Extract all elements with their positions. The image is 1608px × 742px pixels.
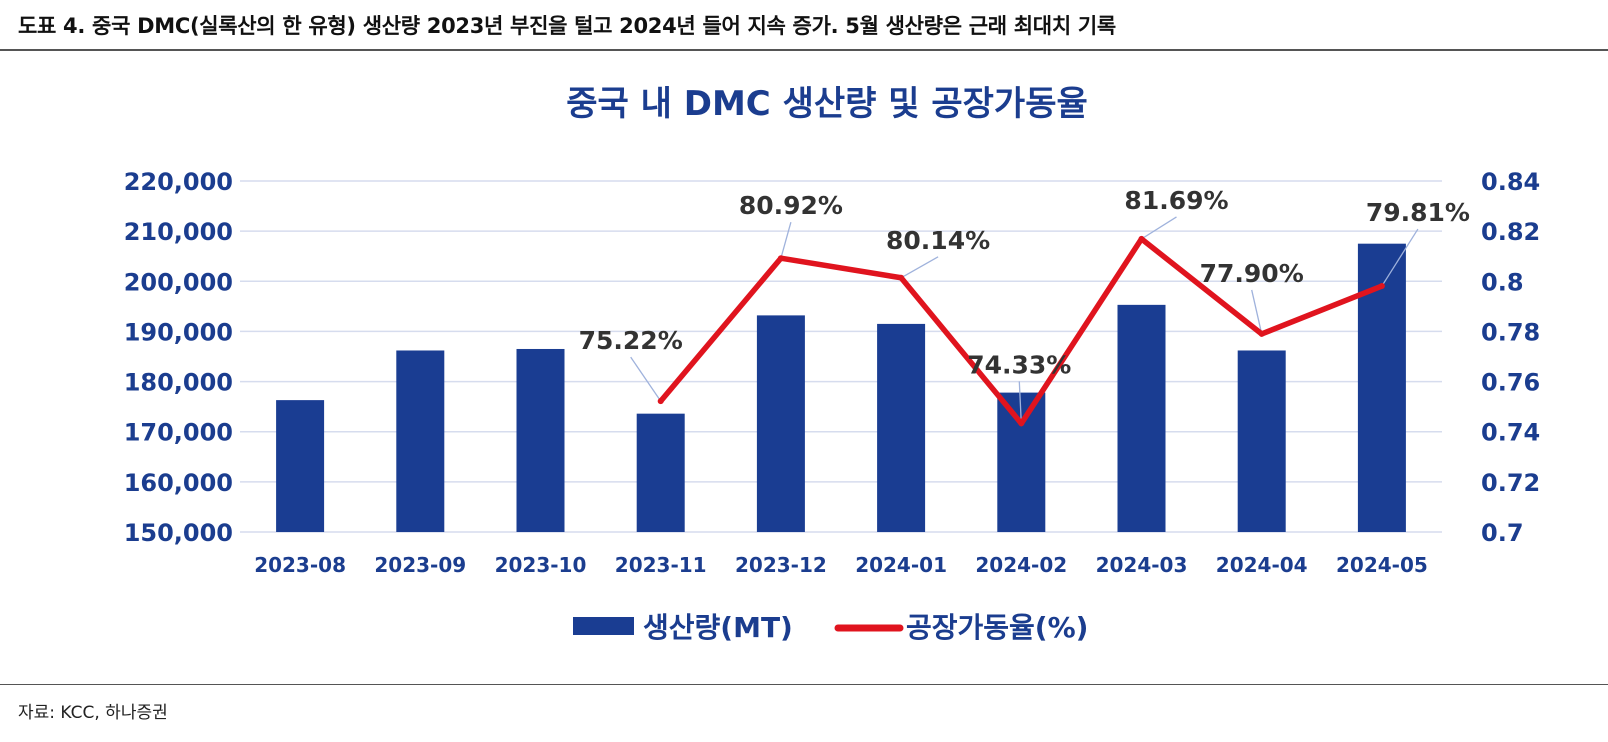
figure-title: 도표 4. 중국 DMC(실록산의 한 유형) 생산량 2023년 부진을 털고… — [18, 14, 1116, 38]
x-tick-label: 2023-10 — [495, 553, 587, 577]
line-series — [657, 235, 1385, 427]
y-left-tick-label: 170,000 — [124, 419, 233, 447]
label-leader-line — [1141, 216, 1177, 240]
y-left-tick-label: 200,000 — [124, 268, 233, 296]
x-tick-label: 2024-05 — [1336, 553, 1428, 577]
chart: 중국 내 DMC 생산량 및 공장가동율 150,000 160,000 170,0… — [124, 84, 1541, 644]
legend-label-line: 공장가동율(%) — [906, 611, 1088, 644]
bar — [516, 348, 565, 532]
line-point — [1018, 420, 1025, 427]
line-data-labels: 75.22% 80.92% 80.14% 74.33% 81.69% 77.90% 79.8… — [579, 186, 1470, 380]
y-right-tick-label: 0.8 — [1481, 268, 1524, 296]
line-data-label: 75.22% — [579, 326, 683, 355]
x-tick-label: 2024-01 — [855, 553, 947, 577]
label-leaders — [630, 216, 1419, 424]
line-point — [777, 255, 784, 262]
legend: 생산량(MT) 공장가동율(%) — [573, 611, 1088, 644]
label-leader-line — [780, 222, 792, 259]
y-left-tick-label: 160,000 — [124, 469, 233, 497]
x-tick-label: 2023-12 — [735, 553, 827, 577]
x-tick-label: 2023-08 — [254, 553, 346, 577]
chart-title: 중국 내 DMC 생산량 및 공장가동율 — [566, 84, 1088, 124]
left-axis: 150,000 160,000 170,000 180,000 190,000 200,0… — [124, 168, 233, 547]
bar-series — [276, 243, 1406, 532]
bottom-rule — [0, 684, 1608, 685]
label-leader-line — [900, 256, 939, 279]
line-point — [657, 398, 664, 405]
line-point — [1378, 283, 1385, 290]
line-point — [1138, 235, 1145, 242]
x-tick-label: 2023-09 — [374, 553, 466, 577]
label-leader-line — [630, 356, 662, 402]
y-left-tick-label: 150,000 — [124, 519, 233, 547]
bar — [276, 400, 325, 532]
bar — [756, 315, 805, 532]
y-right-tick-label: 0.76 — [1481, 369, 1540, 397]
bar — [1117, 304, 1166, 532]
y-right-tick-label: 0.74 — [1481, 419, 1540, 447]
line-data-label: 81.69% — [1124, 186, 1228, 215]
y-right-tick-label: 0.78 — [1481, 318, 1540, 346]
line-point — [1258, 330, 1265, 337]
label-leader-line — [1381, 228, 1419, 287]
top-rule — [0, 49, 1608, 51]
source-note: 자료: KCC, 하나증권 — [18, 703, 168, 723]
line-data-label: 80.14% — [886, 226, 990, 255]
label-leader-line — [1018, 381, 1022, 424]
line-point — [898, 274, 905, 281]
line-data-label: 80.92% — [739, 191, 843, 220]
y-left-tick-label: 190,000 — [124, 318, 233, 346]
label-leader-line — [1251, 289, 1263, 335]
y-left-tick-label: 220,000 — [124, 168, 233, 196]
y-right-tick-label: 0.72 — [1481, 469, 1540, 497]
x-tick-label: 2023-11 — [615, 553, 707, 577]
bar — [877, 323, 926, 532]
y-right-tick-label: 0.7 — [1481, 519, 1524, 547]
bar — [1237, 350, 1286, 532]
x-tick-label: 2024-02 — [975, 553, 1067, 577]
y-right-tick-label: 0.84 — [1481, 168, 1540, 196]
line-data-label: 79.81% — [1366, 198, 1470, 227]
right-axis: 0.7 0.72 0.74 0.76 0.78 0.8 0.82 0.84 — [1481, 168, 1540, 547]
legend-label-bar: 생산량(MT) — [643, 611, 793, 644]
line-data-label: 77.90% — [1200, 259, 1304, 288]
line-data-label: 74.33% — [967, 350, 1071, 379]
x-tick-label: 2024-03 — [1096, 553, 1188, 577]
legend-swatch-bar — [573, 617, 634, 635]
x-tick-label: 2024-04 — [1216, 553, 1308, 577]
x-axis: 2023-08 2023-09 2023-10 2023-11 2023-12 2024-… — [254, 553, 1428, 577]
bar — [396, 350, 445, 532]
y-left-tick-label: 210,000 — [124, 218, 233, 246]
y-left-tick-label: 180,000 — [124, 369, 233, 397]
y-right-tick-label: 0.82 — [1481, 218, 1540, 246]
bar — [636, 413, 685, 532]
